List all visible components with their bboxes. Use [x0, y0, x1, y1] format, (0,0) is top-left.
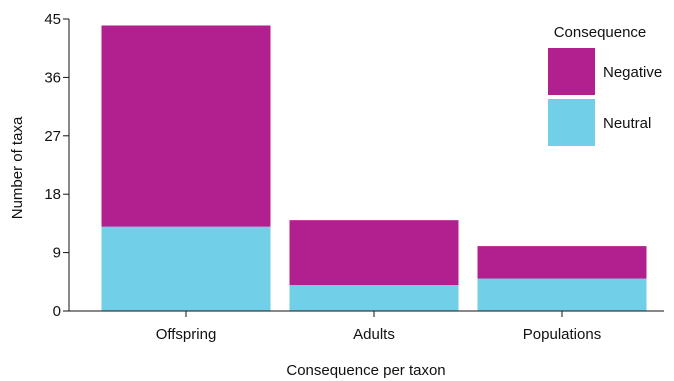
bar-adults-neutral	[289, 285, 459, 311]
bar-offspring-negative	[101, 25, 271, 227]
y-axis-ticks: 0 9 18 27 36 45	[44, 11, 69, 320]
legend-label-negative: Negative	[603, 64, 662, 81]
y-tick-label: 18	[44, 186, 61, 203]
bars-group	[101, 25, 647, 311]
x-tick-label: Adults	[353, 326, 395, 343]
x-axis-title: Consequence per taxon	[286, 362, 445, 379]
x-axis-ticks: Offspring Adults Populations	[156, 311, 601, 343]
legend: Consequence Negative Neutral	[548, 24, 662, 146]
bar-adults-negative	[289, 220, 459, 286]
y-tick-label: 45	[44, 11, 61, 28]
x-tick-label: Populations	[523, 326, 601, 343]
bar-populations-negative	[477, 246, 647, 279]
y-tick-label: 0	[53, 303, 61, 320]
bar-populations-neutral	[477, 278, 647, 311]
y-tick-label: 9	[53, 245, 61, 262]
legend-swatch-neutral	[548, 99, 595, 146]
bar-offspring-neutral	[101, 226, 271, 311]
y-axis-title: Number of taxa	[9, 116, 26, 219]
legend-title: Consequence	[554, 24, 647, 41]
legend-swatch-negative	[548, 48, 595, 95]
x-tick-label: Offspring	[156, 326, 217, 343]
legend-label-neutral: Neutral	[603, 115, 651, 132]
y-tick-label: 36	[44, 69, 61, 86]
y-tick-label: 27	[44, 128, 61, 145]
